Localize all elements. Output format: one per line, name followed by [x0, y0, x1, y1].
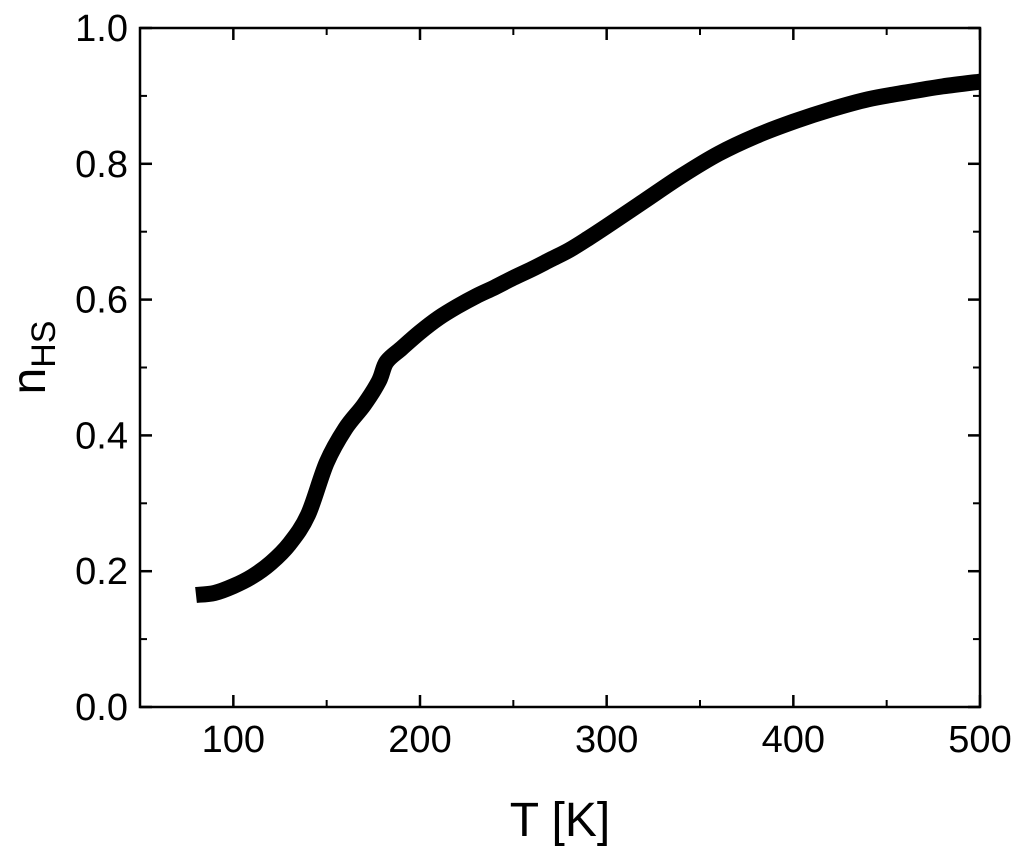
x-tick-label: 500 — [948, 719, 1011, 761]
x-tick-label: 400 — [762, 719, 825, 761]
y-axis-title-main: n — [3, 368, 56, 395]
x-tick-label: 300 — [575, 719, 638, 761]
x-tick-label: 200 — [388, 719, 451, 761]
axis-ticks — [139, 26, 982, 709]
data-series-line — [195, 73, 982, 603]
x-tick-label: 100 — [202, 719, 265, 761]
y-tick-label: 0.4 — [75, 415, 128, 457]
y-tick-label: 0.0 — [75, 687, 128, 729]
y-tick-label: 0.8 — [75, 144, 128, 186]
y-axis-title-subscript: HS — [25, 321, 63, 368]
y-tick-label: 1.0 — [75, 8, 128, 50]
y-tick-label: 0.6 — [75, 280, 128, 322]
plot-area — [195, 73, 982, 603]
x-axis-title: T [K] — [510, 794, 610, 847]
axes-frame — [138, 26, 982, 709]
tick-labels: 100 200 300 400 500 0.0 0.2 0.4 0.6 0.8 1.0 — [75, 8, 1012, 761]
y-tick-label: 0.2 — [75, 551, 128, 593]
y-axis-title: nHS — [3, 321, 63, 395]
